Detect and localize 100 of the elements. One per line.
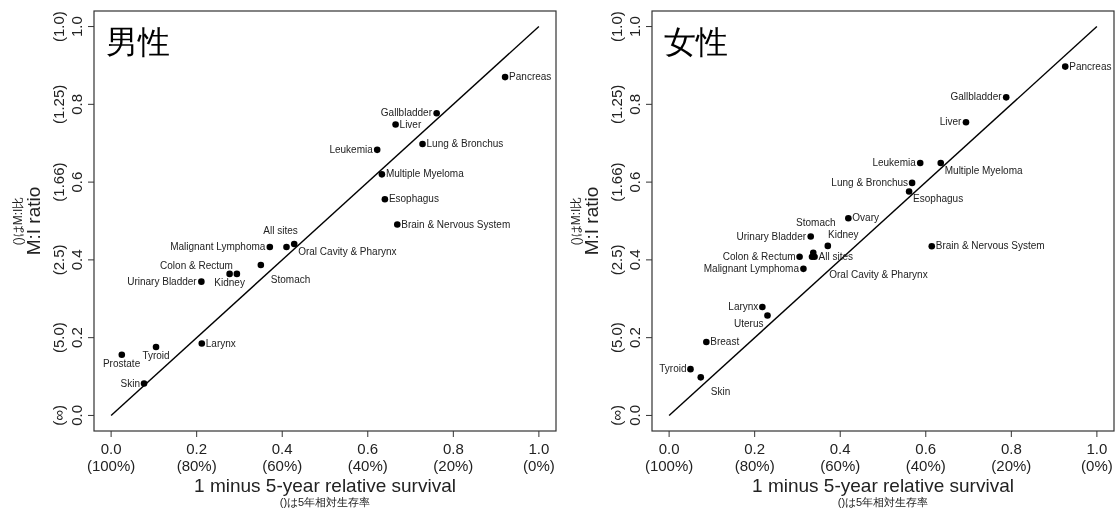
point xyxy=(233,270,241,278)
y-tick-label: 0.2 xyxy=(626,327,643,349)
text: (60%) xyxy=(820,457,861,474)
text: (1.25) xyxy=(50,84,67,124)
point xyxy=(1002,94,1010,101)
annotation: Lung & Bronchus xyxy=(426,138,504,149)
x-tick-label: 0.0 xyxy=(658,440,680,457)
point xyxy=(916,159,924,167)
x-tick-label: 0.2 xyxy=(186,440,208,457)
annotation: Pancreas xyxy=(1069,60,1112,72)
annotation: Colon & Rectum xyxy=(722,250,796,262)
text: (100%) xyxy=(644,457,694,474)
text: (∞) xyxy=(50,405,67,426)
y-tick-label: 0.8 xyxy=(626,93,643,115)
x-tick-label: 0.4 xyxy=(271,440,293,457)
text: (5.0) xyxy=(50,322,67,354)
annotation: Leukemia xyxy=(329,143,374,155)
point xyxy=(905,188,913,195)
point xyxy=(290,240,298,248)
annotation: Stomach xyxy=(270,273,311,285)
point xyxy=(198,278,205,285)
annotation: Leukemia xyxy=(872,157,917,169)
y-tick-label: 0.6 xyxy=(626,171,643,193)
annotation: Urinary Bladder xyxy=(736,230,807,242)
point xyxy=(962,118,970,126)
y-tick-label: 0.4 xyxy=(626,249,643,271)
annotation: Brain & Nervous System xyxy=(935,240,1045,252)
annotation: Oral Cavity & Pharynx xyxy=(829,268,928,280)
point xyxy=(759,303,766,311)
text: (1.25) xyxy=(608,84,625,124)
point xyxy=(796,253,803,261)
point xyxy=(381,195,389,203)
text: (60%) xyxy=(262,457,303,474)
point xyxy=(937,159,945,167)
y-tick-label: 0.2 xyxy=(68,327,85,349)
annotation: Larynx xyxy=(728,300,759,312)
text: ()はM:I比 xyxy=(11,196,25,246)
text: (40%) xyxy=(347,457,388,474)
annotation: Tyroid xyxy=(659,363,687,375)
x-axis-title: 1 minus 5-year relative survival xyxy=(752,475,1014,496)
text: (0%) xyxy=(523,457,555,474)
annotation: Pancreas xyxy=(509,71,552,83)
annotation: Malignant Lymphoma xyxy=(170,241,266,253)
annotation: Lung & Bronchus xyxy=(831,176,909,188)
x-tick-label: 1.0 xyxy=(528,440,550,457)
annotation: Liver xyxy=(399,118,422,130)
annotation: Oral Cavity & Pharynx xyxy=(298,245,397,257)
y-tick-label: 0.4 xyxy=(68,249,85,271)
x-tick-label: 0.8 xyxy=(1000,440,1022,457)
text: ()はM:I比 xyxy=(569,196,583,246)
annotation: Esophagus xyxy=(913,193,964,205)
text: (1.66) xyxy=(608,162,625,202)
text: ()は5年相対生存率 xyxy=(837,496,929,508)
point xyxy=(198,340,206,347)
annotation: Multiple Myeloma xyxy=(944,165,1023,177)
annotation: Colon & Rectum xyxy=(160,259,233,271)
annotation: Urinary Bladder xyxy=(127,275,198,287)
annotation: Malignant Lymphoma xyxy=(703,262,800,274)
annotation: Esophagus xyxy=(388,193,439,205)
point xyxy=(373,146,381,154)
point xyxy=(283,243,290,251)
x-tick-label: 0.6 xyxy=(357,440,379,457)
chart-title: 男性 xyxy=(106,24,170,60)
point xyxy=(393,221,401,228)
text: (20%) xyxy=(991,457,1032,474)
text: (0%) xyxy=(1081,457,1113,474)
annotation: Prostate xyxy=(102,357,141,369)
x-tick-label: 0.4 xyxy=(829,440,851,457)
annotation: Stomach xyxy=(796,216,836,228)
point xyxy=(118,351,126,359)
point xyxy=(226,270,233,278)
y-tick-label: 1.0 xyxy=(68,16,85,37)
text: (80%) xyxy=(734,457,775,474)
text: ()は5年相対生存率 xyxy=(279,496,371,508)
y-tick-label: 1.0 xyxy=(626,16,643,37)
text: (1.0) xyxy=(608,11,625,42)
text: (2.5) xyxy=(50,244,67,276)
y-tick-label: 0.0 xyxy=(68,405,85,426)
annotation: Liver xyxy=(939,116,962,128)
annotation: Tyroid xyxy=(142,350,170,361)
point xyxy=(824,242,832,250)
text: (2.5) xyxy=(608,244,625,276)
point xyxy=(697,374,705,381)
annotation: Gallbladder xyxy=(380,107,433,119)
annotation: Ovary xyxy=(852,212,880,224)
x-tick-label: 0.8 xyxy=(442,440,464,457)
point xyxy=(807,233,815,240)
point xyxy=(152,343,160,351)
y-tick-label: 0.8 xyxy=(68,93,85,115)
text: (20%) xyxy=(433,457,474,474)
point xyxy=(433,109,440,117)
point xyxy=(419,140,426,148)
annotation: Kidney xyxy=(827,228,859,240)
x-tick-label: 0.0 xyxy=(100,440,122,457)
point xyxy=(501,73,509,81)
point xyxy=(703,338,710,346)
x-tick-label: 0.6 xyxy=(915,440,937,457)
y-tick-label: 0.6 xyxy=(68,171,85,193)
annotation: Uterus xyxy=(734,317,764,329)
text: (∞) xyxy=(608,405,625,426)
